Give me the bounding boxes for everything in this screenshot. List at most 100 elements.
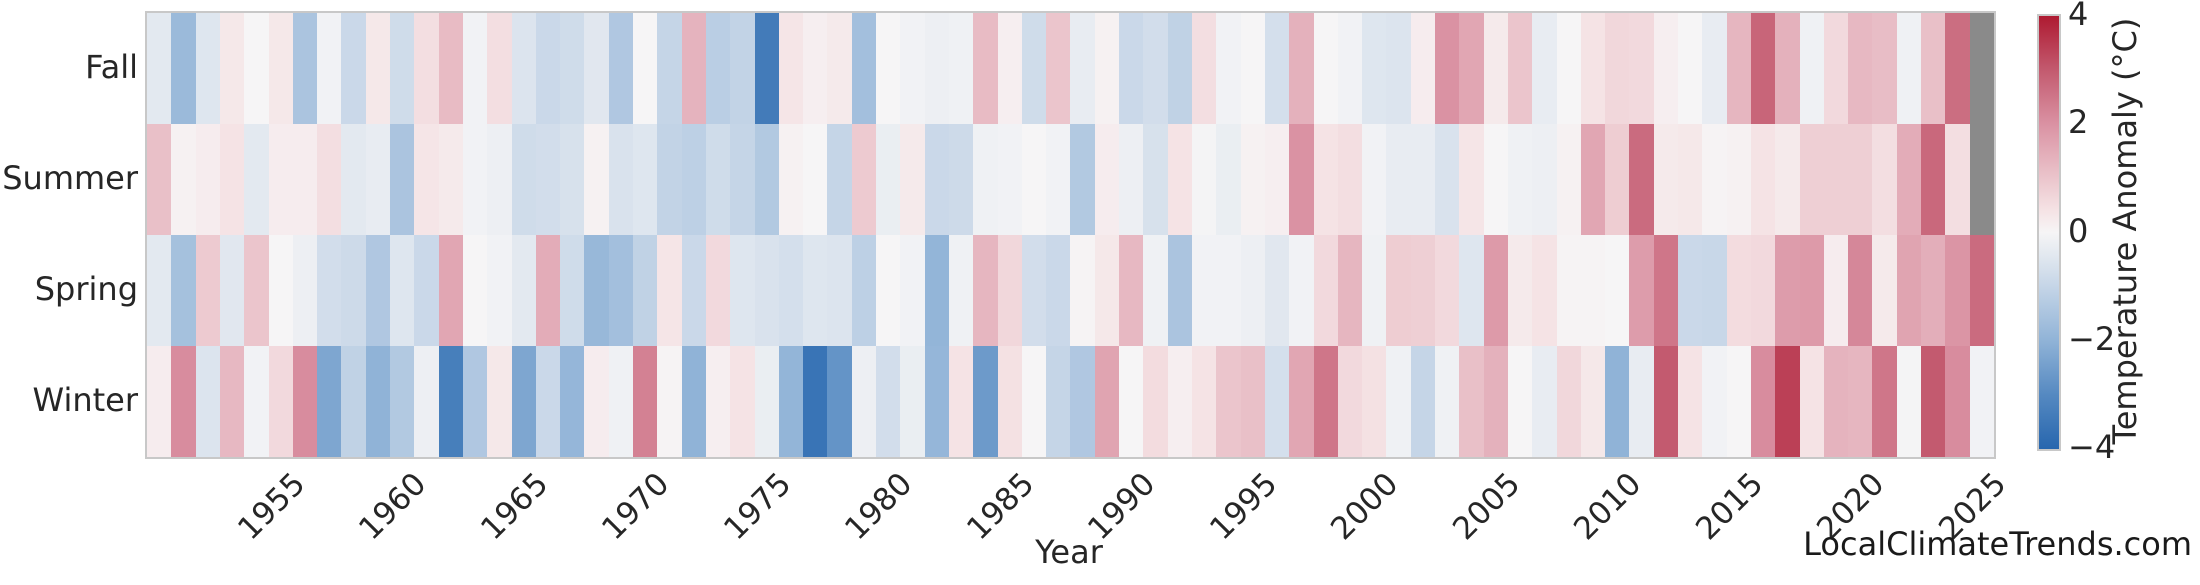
heatmap-cell — [244, 124, 269, 235]
heatmap-cell — [1216, 346, 1241, 457]
heatmap-cell — [1119, 235, 1144, 346]
heatmap-cell — [1216, 235, 1241, 346]
heatmap-cell — [1313, 235, 1338, 346]
heatmap-cell — [244, 13, 269, 124]
heatmap-cell — [1046, 346, 1071, 457]
heatmap-cell — [1921, 124, 1946, 235]
heatmap-cell — [1726, 13, 1751, 124]
heatmap-cell — [1775, 235, 1800, 346]
heatmap-cell — [1653, 13, 1679, 124]
heatmap-cell — [1313, 346, 1338, 457]
heatmap-cell — [997, 235, 1022, 346]
heatmap-cell — [535, 235, 561, 346]
heatmap-cell — [1702, 124, 1727, 235]
heatmap-cell — [244, 346, 269, 457]
heatmap-cell — [1459, 235, 1484, 346]
heatmap-cell — [1362, 346, 1387, 457]
heatmap-cell — [1896, 346, 1922, 457]
heatmap-cell — [1507, 235, 1533, 346]
heatmap-cell — [1823, 346, 1849, 457]
heatmap-cell — [292, 235, 318, 346]
heatmap-cell — [341, 124, 366, 235]
heatmap-cell — [560, 13, 585, 124]
heatmap-cell — [1896, 13, 1922, 124]
heatmap-cell — [948, 235, 974, 346]
heatmap-cell — [997, 13, 1022, 124]
row-label-winter: Winter — [32, 380, 139, 419]
heatmap-cell — [827, 124, 852, 235]
heatmap-cell — [365, 235, 391, 346]
heatmap-cell — [1094, 13, 1120, 124]
heatmap-cell — [560, 235, 585, 346]
heatmap-cell — [827, 346, 852, 457]
heatmap-cell — [195, 13, 220, 124]
heatmap-cell — [1750, 124, 1776, 235]
heatmap-cell — [876, 124, 901, 235]
heatmap-cell — [876, 13, 901, 124]
heatmap-cell — [390, 235, 415, 346]
heatmap-cell — [1872, 124, 1897, 235]
heatmap-cell — [876, 235, 901, 346]
heatmap-cell — [1799, 13, 1824, 124]
heatmap-cell — [681, 124, 706, 235]
heatmap-cell — [1289, 346, 1314, 457]
heatmap-cell — [851, 235, 877, 346]
heatmap-cell — [1580, 235, 1606, 346]
heatmap-cell — [1702, 346, 1727, 457]
heatmap-cell — [535, 124, 561, 235]
heatmap-cell — [219, 346, 245, 457]
heatmap-cell — [1823, 124, 1849, 235]
heatmap-cell — [1192, 235, 1217, 346]
heatmap-cell — [657, 346, 682, 457]
x-tick-1985: 1985 — [959, 465, 1042, 548]
heatmap-cell — [778, 124, 804, 235]
heatmap-cell — [1094, 235, 1120, 346]
row-label-fall: Fall — [85, 47, 138, 86]
heatmap-cell — [292, 346, 318, 457]
heatmap-cell — [1070, 124, 1095, 235]
heatmap-cell — [1629, 13, 1654, 124]
heatmap-cell — [1775, 13, 1800, 124]
heatmap-cell — [1362, 235, 1387, 346]
heatmap-cell — [219, 13, 245, 124]
heatmap-cell — [1167, 13, 1192, 124]
heatmap-cell — [1653, 235, 1679, 346]
heatmap-cell — [1653, 346, 1679, 457]
heatmap-cell — [1410, 346, 1436, 457]
heatmap-cell — [754, 346, 779, 457]
heatmap-cell — [1702, 235, 1727, 346]
heatmap-cell — [1848, 13, 1873, 124]
heatmap-cell — [438, 346, 463, 457]
heatmap-cell — [1678, 235, 1703, 346]
heatmap-cell — [462, 124, 488, 235]
heatmap-cell — [681, 235, 706, 346]
heatmap-cell — [1507, 13, 1533, 124]
heatmap-cell — [803, 13, 828, 124]
heatmap-cell — [147, 346, 172, 457]
heatmap-cell — [1264, 235, 1290, 346]
heatmap-cell — [730, 346, 755, 457]
heatmap-cell — [195, 235, 220, 346]
heatmap-cell — [681, 13, 706, 124]
heatmap-cell — [1726, 346, 1751, 457]
x-tick-2005: 2005 — [1445, 465, 1528, 548]
heatmap-cell — [1192, 124, 1217, 235]
heatmap-cell — [803, 346, 828, 457]
heatmap-cell — [1921, 346, 1946, 457]
heatmap-cell — [973, 235, 998, 346]
heatmap-cell — [390, 13, 415, 124]
heatmap-cell — [1119, 346, 1144, 457]
heatmap-cell — [365, 13, 391, 124]
heatmap-cell — [219, 235, 245, 346]
heatmap-cell — [560, 346, 585, 457]
heatmap-cell — [681, 346, 706, 457]
heatmap-cell — [438, 124, 463, 235]
heatmap-cell — [827, 235, 852, 346]
heatmap-cell — [1410, 235, 1436, 346]
heatmap-cell — [1605, 346, 1630, 457]
heatmap-cell — [487, 124, 512, 235]
heatmap-cell — [268, 124, 293, 235]
heatmap-cell — [1070, 346, 1095, 457]
heatmap-cell — [1337, 346, 1363, 457]
heatmap-cell — [317, 235, 342, 346]
